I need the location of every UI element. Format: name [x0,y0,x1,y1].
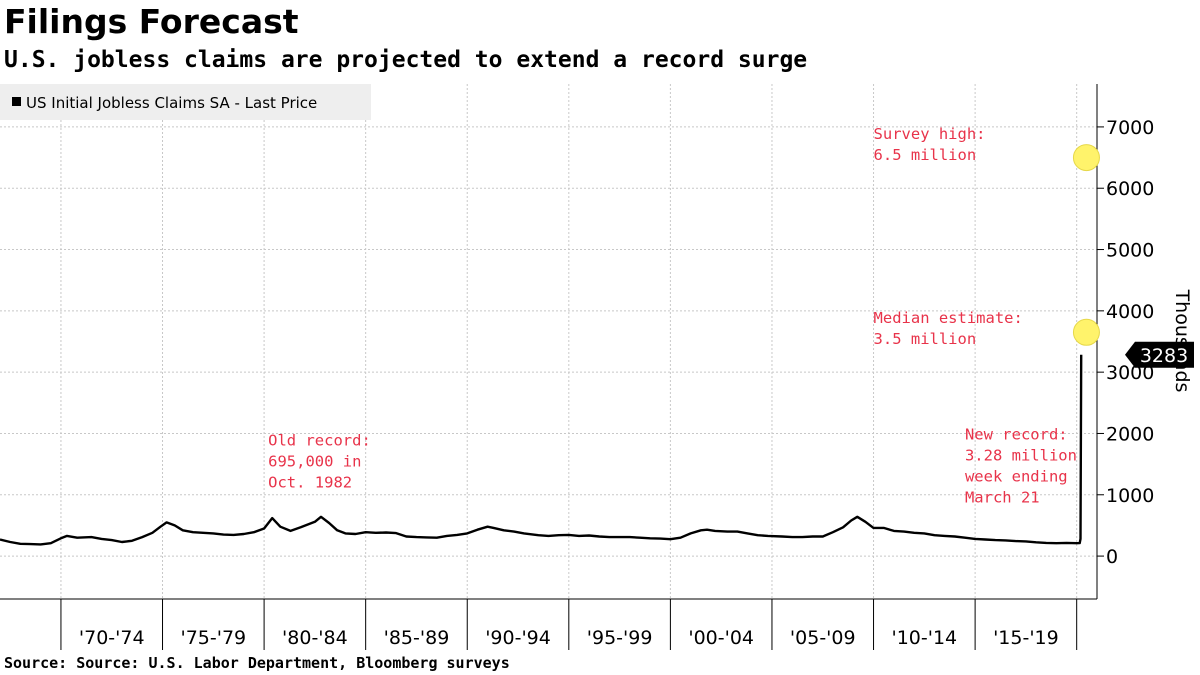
source-note: Source: Source: U.S. Labor Department, B… [4,654,510,672]
series-layer: 3283 [0,341,1194,546]
annotation-line: New record: [965,426,1068,444]
annotation-line: Old record: [268,432,371,450]
y-tick-label: 2000 [1106,423,1154,445]
x-tick-label: '90-'94 [485,627,551,649]
annotation-line: 6.5 million [874,146,977,164]
annotation-new-record: New record: 3.28 million week ending March … [965,426,1077,507]
last-value-label: 3283 [1140,345,1188,367]
annotation-line: 3.28 million [965,447,1077,465]
annotation-old-record: Old record: 695,000 in Oct. 1982 [268,432,371,492]
annotation-line: Median estimate: [874,309,1023,327]
x-tick-label: '95-'99 [587,627,653,649]
grid [0,84,1097,599]
marker-survey-high [1072,144,1100,172]
series-line-jobless-claims [0,354,1083,546]
legend-swatch [12,97,21,106]
y-tick-label: 7000 [1106,117,1154,139]
y-tick-label: 6000 [1106,178,1154,200]
x-tick-label: '10-'14 [891,627,957,649]
x-tick-label: '05-'09 [790,627,856,649]
legend-box [0,84,371,120]
x-tick-label: '85-'89 [384,627,450,649]
y-tick-label: 4000 [1106,301,1154,323]
annotation-line: 3.5 million [874,330,977,348]
y-tick-label: 1000 [1106,485,1154,507]
marker-layer [1072,144,1100,346]
y-axis-title: Thousands [1171,289,1193,393]
annotation-line: 695,000 in [268,453,361,471]
legend: US Initial Jobless Claims SA - Last Pric… [0,84,371,120]
annotation-survey-high: Survey high: 6.5 million [874,125,986,164]
annotation-line: March 21 [965,489,1040,507]
annotation-layer: Survey high: 6.5 million Median estimate: 3… [268,125,1077,506]
x-axis: '70-'74 '75-'79 '80-'84 '85-'89 '90-'94 '95-'… [60,599,1078,650]
annotation-line: week ending [965,468,1068,486]
x-tick-label: '70-'74 [79,627,145,649]
chart-title: Filings Forecast [4,2,299,41]
y-tick-label: 0 [1106,546,1118,568]
axis-frame [0,84,1098,600]
x-tick-label: '80-'84 [282,627,348,649]
y-tick-label: 5000 [1106,240,1154,262]
x-tick-label: '15-'19 [993,627,1059,649]
x-tick-label: '00-'04 [688,627,754,649]
annotation-line: Survey high: [874,125,986,143]
last-value-tag [1125,341,1194,368]
annotation-line: Oct. 1982 [268,474,352,492]
x-tick-label: '75-'79 [180,627,246,649]
annotation-median-estimate: Median estimate: 3.5 million [874,309,1023,348]
marker-median-estimate [1072,318,1100,346]
chart-subtitle: U.S. jobless claims are projected to ext… [4,47,808,73]
legend-label: US Initial Jobless Claims SA - Last Pric… [26,94,317,112]
